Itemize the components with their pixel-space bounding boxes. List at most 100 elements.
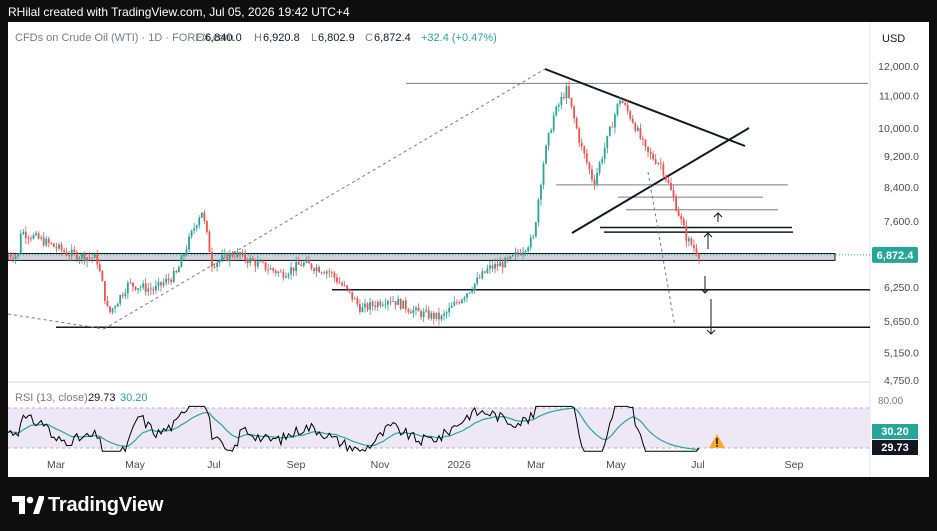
candle-body (91, 257, 94, 259)
candle-body (262, 261, 264, 263)
price-tick-label: 6,250.0 (884, 282, 919, 294)
triangle-upper-line[interactable] (544, 68, 746, 147)
candle-body (494, 263, 496, 269)
candle-body (598, 162, 601, 173)
candle-body (144, 283, 147, 292)
candle-body (387, 300, 389, 305)
candle-body (165, 278, 167, 283)
footer (0, 478, 937, 531)
candle-body (88, 257, 91, 259)
candle-body (371, 301, 374, 306)
warning-icon[interactable] (709, 434, 725, 448)
candle-body (685, 225, 688, 242)
candle-body (356, 298, 359, 304)
candle-body (37, 233, 40, 239)
tradingview-brand: TradingView (48, 494, 164, 516)
candle-body (425, 310, 428, 312)
candle-body (665, 175, 667, 180)
candle-body (188, 236, 190, 250)
candle-body (466, 293, 468, 298)
candle-body (407, 309, 410, 312)
candle-body (47, 238, 50, 243)
candle-body (585, 153, 588, 163)
close-label: C (365, 32, 373, 44)
candle-body (680, 216, 683, 220)
candle-body (427, 310, 430, 319)
candle-body (269, 268, 272, 270)
tradingview-logo-icon (12, 496, 44, 514)
candle-body (517, 252, 519, 254)
candle-body (211, 251, 213, 267)
symbol-label: CFDs on Crude Oil (WTI) · 1D · FOREX.com (15, 32, 234, 44)
dashed-trendline[interactable] (8, 313, 105, 330)
rsi-level-80: 80.00 (878, 396, 903, 407)
candle-body (241, 252, 244, 256)
candle-body (361, 307, 364, 312)
time-tick-label: 2026 (447, 459, 471, 471)
candle-body (636, 127, 639, 131)
candle-body (555, 106, 558, 116)
candle-body (496, 263, 499, 267)
candle-body (616, 103, 619, 115)
candle-body (216, 262, 218, 267)
candle-body (68, 255, 71, 257)
price-tick-label: 5,650.0 (884, 316, 919, 328)
candle-body (435, 312, 438, 319)
candle-body (50, 242, 53, 244)
candle-body (392, 301, 394, 302)
candle-body (336, 277, 338, 283)
candle-body (611, 126, 614, 128)
candle-body (157, 281, 160, 286)
candle-body (534, 222, 537, 237)
candle-body (698, 254, 700, 259)
candle-body (341, 282, 343, 286)
price-chart[interactable]: 12,000.0 11,000.0 10,000.0 9,200.0 8,400.0 7,… (8, 22, 929, 477)
candle-body (302, 262, 305, 266)
candle-body (489, 265, 491, 269)
candle-body (542, 163, 545, 185)
candle-body (98, 264, 101, 271)
candle-body (415, 307, 417, 311)
candle-body (506, 257, 509, 259)
time-tick-label: May (125, 459, 146, 471)
candle-body (438, 312, 440, 320)
candle-body (432, 312, 435, 319)
candle-body (471, 290, 473, 293)
time-tick-label: Nov (371, 459, 390, 471)
rsi-value: 29.73 (88, 392, 116, 404)
candle-body (476, 277, 479, 284)
candle-body (42, 237, 45, 246)
support-zone[interactable] (8, 252, 836, 261)
candle-body (172, 271, 175, 282)
candle-body (603, 148, 606, 159)
dashed-projection-line[interactable] (647, 171, 676, 328)
candle-body (132, 282, 134, 287)
candle-body (96, 254, 99, 265)
candle-body (654, 159, 657, 164)
candle-body (473, 283, 476, 291)
chart-panel[interactable]: 12,000.0 11,000.0 10,000.0 9,200.0 8,400.0 7,… (8, 22, 929, 477)
candle-body (203, 212, 206, 221)
candle-body (397, 299, 400, 305)
candle-body (642, 138, 644, 140)
candle-body (440, 315, 443, 320)
dashed-trendline[interactable] (103, 68, 546, 330)
candle-body (81, 253, 83, 259)
candle-body (277, 271, 280, 274)
candle-body (308, 260, 310, 264)
price-tick-label: 8,400.0 (884, 182, 919, 194)
candle-body (376, 301, 379, 307)
triangle-lower-line[interactable] (571, 127, 750, 234)
candle-body (486, 268, 489, 273)
candle-body (119, 295, 122, 304)
candle-body (417, 307, 420, 312)
candle-body (183, 254, 185, 257)
candle-body (545, 145, 547, 164)
candle-body (313, 268, 315, 272)
candle-body (445, 312, 448, 314)
candle-body (160, 281, 162, 286)
currency-label[interactable]: USD (882, 33, 905, 45)
candle-body (519, 253, 522, 255)
ohlc-legend: O 6,840.0 H 6,920.8 L 6,802.9 C 6,872.4 … (196, 32, 497, 44)
